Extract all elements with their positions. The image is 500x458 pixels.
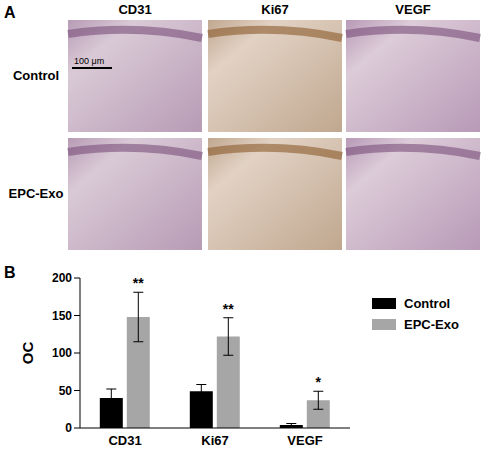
svg-text:150: 150 [52, 309, 72, 323]
svg-text:Control: Control [13, 68, 59, 83]
svg-text:VEGF: VEGF [395, 2, 430, 17]
svg-text:200: 200 [52, 271, 72, 285]
svg-text:VEGF: VEGF [287, 433, 322, 448]
svg-text:CD31: CD31 [108, 433, 141, 448]
svg-text:EPC-Exo: EPC-Exo [9, 186, 64, 201]
svg-text:CD31: CD31 [118, 2, 151, 17]
html-text:EPC-Exo: EPC-Exo [404, 317, 459, 332]
html-text:B: B [4, 264, 16, 281]
svg-text:100 μm: 100 μm [74, 56, 104, 66]
svg-text:**: ** [223, 301, 234, 317]
html-text:Control: Control [404, 296, 451, 311]
svg-text:**: ** [133, 275, 144, 291]
svg-text:Ki67: Ki67 [201, 433, 228, 448]
svg-text:Ki67: Ki67 [261, 2, 288, 17]
svg-text:*: * [316, 374, 322, 390]
svg-text:100: 100 [52, 346, 72, 360]
svg-text:0: 0 [65, 421, 72, 435]
svg-text:OC: OC [20, 342, 36, 365]
svg-text:50: 50 [59, 384, 73, 398]
svg-text:A: A [8, 4, 16, 21]
